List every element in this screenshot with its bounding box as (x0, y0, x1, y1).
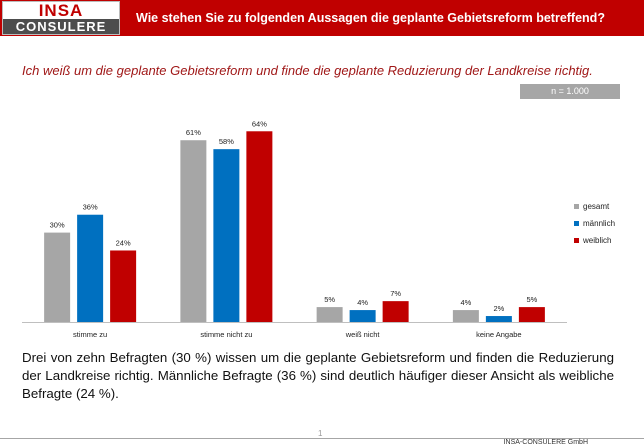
insa-logo: INSA CONSULERE (2, 1, 120, 35)
data-label-weiblich-0: 24% (116, 238, 131, 247)
bar-gesamt-1 (180, 140, 207, 322)
bar-gesamt-0 (44, 232, 71, 322)
bar-weiblich-0 (110, 250, 137, 322)
bar-gesamt-3 (452, 310, 479, 322)
data-label-weiblich-3: 5% (526, 295, 537, 304)
bar-männlich-0 (77, 214, 104, 322)
bar-chart: 30% 36% 24% stimme zu 61% 58% 64% stimme nicht … (22, 119, 567, 339)
bar-weiblich-2 (382, 301, 409, 322)
survey-statement: Ich weiß um die geplante Gebietsreform u… (22, 63, 593, 78)
data-label-gesamt-0: 30% (50, 221, 65, 230)
legend-item-weiblich: weiblich (574, 236, 615, 253)
page-number: 1 (318, 429, 323, 438)
data-label-männlich-2: 4% (357, 298, 368, 307)
bar-männlich-1 (213, 149, 240, 322)
category-label-3: keine Angabe (476, 330, 521, 339)
data-label-männlich-3: 2% (493, 304, 504, 313)
sample-size-badge: n = 1.000 (520, 84, 620, 99)
legend-swatch (574, 221, 579, 227)
legend-item-gesamt: gesamt (574, 202, 615, 219)
data-label-männlich-1: 58% (219, 137, 234, 146)
logo-bottom-text: CONSULERE (3, 19, 119, 34)
logo-top-text: INSA (38, 1, 84, 20)
bar-männlich-3 (485, 316, 512, 322)
footer-brand: INSA-CONSULERE GmbH (503, 439, 588, 446)
data-label-gesamt-3: 4% (460, 298, 471, 307)
legend-swatch (574, 238, 579, 244)
category-label-0: stimme zu (73, 330, 107, 339)
legend-item-männlich: männlich (574, 219, 615, 236)
bar-gesamt-2 (316, 307, 343, 322)
legend-label: gesamt (583, 202, 610, 211)
page-title: Wie stehen Sie zu folgenden Aussagen die… (136, 11, 605, 25)
bar-weiblich-1 (246, 131, 273, 322)
data-label-weiblich-2: 7% (390, 289, 401, 298)
legend-label: männlich (583, 219, 616, 228)
category-label-2: weiß nicht (345, 330, 381, 339)
bar-weiblich-3 (518, 307, 545, 322)
summary-text: Drei von zehn Befragten (30 %) wissen um… (22, 350, 614, 401)
legend-label: weiblich (583, 236, 612, 245)
bar-männlich-2 (349, 310, 376, 322)
category-label-1: stimme nicht zu (200, 330, 252, 339)
data-label-gesamt-1: 61% (186, 128, 201, 137)
data-label-gesamt-2: 5% (324, 295, 335, 304)
data-label-weiblich-1: 64% (252, 119, 267, 128)
footer-divider (0, 438, 644, 439)
data-label-männlich-0: 36% (83, 203, 98, 212)
header-bar: INSA CONSULERE Wie stehen Sie zu folgend… (0, 0, 644, 36)
chart-legend: gesamt männlich weiblich (574, 202, 615, 253)
legend-swatch (574, 204, 579, 210)
